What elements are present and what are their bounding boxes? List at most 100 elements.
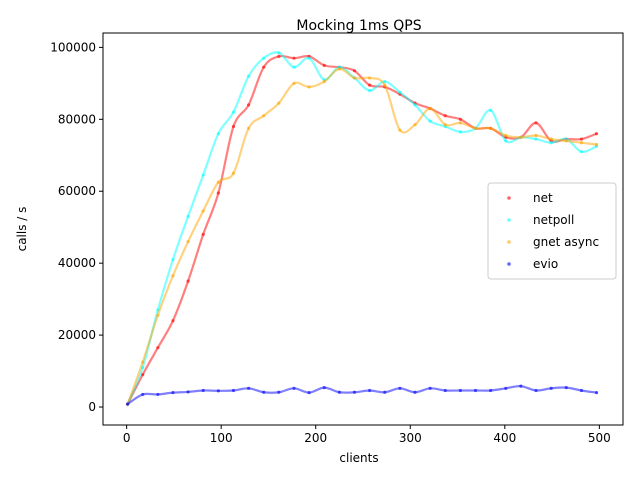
x-tick-label: 0 [123,431,131,445]
y-tick-label: 20000 [58,328,96,342]
data-point-evio [292,386,296,390]
x-axis-title: clients [339,451,378,465]
data-point-evio [383,390,387,394]
x-tick-label: 400 [493,431,516,445]
data-point-netpoll [231,110,236,114]
data-point-net [352,69,357,73]
data-point-netpoll [171,257,175,262]
data-point-gnet-async [519,135,523,139]
data-point-net [322,63,326,67]
data-point-evio [564,385,568,390]
data-point-gnet-async [277,101,281,105]
data-point-net [201,232,205,236]
y-tick-label: 60000 [58,184,96,198]
data-point-evio [247,386,251,390]
data-point-gnet-async [186,239,190,244]
data-point-evio [428,386,432,390]
data-point-netpoll [216,132,220,136]
data-point-evio [171,391,175,395]
data-point-net [594,132,599,136]
data-point-net [458,117,462,121]
data-point-net [292,56,296,60]
chart-title: Mocking 1ms QPS [296,18,421,34]
y-tick-label: 100000 [50,40,96,54]
data-point-net [368,83,372,87]
legend-label-gnet-async: gnet async [533,235,599,249]
legend-marker-evio [507,262,511,266]
data-point-gnet-async [443,123,447,127]
legend-marker-netpoll [507,218,511,222]
data-point-netpoll [398,90,402,94]
data-point-netpoll [292,65,296,69]
x-tick-label: 100 [210,431,233,445]
legend: net netpoll gnet async evio [487,182,617,280]
data-point-evio [549,386,553,390]
data-point-gnet-async [579,141,584,145]
data-point-evio [231,388,236,393]
data-point-evio [201,388,205,393]
data-point-net [262,65,266,69]
data-point-evio [534,388,538,393]
data-point-evio [337,390,341,394]
data-point-gnet-async [216,180,220,184]
data-point-evio [368,388,372,393]
y-axis-title: calls / s [15,207,29,252]
data-point-net [443,114,447,118]
data-point-evio [473,388,478,393]
data-point-evio [156,392,160,397]
data-point-gnet-async [458,121,462,125]
data-point-evio [458,388,462,393]
x-tick-label: 300 [399,431,422,445]
data-point-netpoll [413,103,417,107]
series-gnet-async [125,67,599,406]
data-point-net [277,54,281,58]
data-point-evio [352,390,357,394]
data-point-gnet-async [322,79,326,84]
data-point-evio [262,390,266,394]
data-point-net [156,346,160,350]
data-point-evio [579,388,584,393]
data-point-netpoll [201,173,205,177]
data-point-gnet-async [489,126,493,130]
data-point-netpoll [504,139,508,143]
data-point-netpoll [549,141,553,145]
data-point-netpoll [186,214,190,219]
data-point-gnet-async [504,133,508,138]
y-tick-label: 80000 [58,112,96,126]
data-point-net [186,279,190,283]
data-point-gnet-async [337,67,341,71]
data-point-evio [594,391,599,395]
data-point-evio [216,389,220,393]
data-point-gnet-async [201,209,205,213]
data-point-gnet-async [594,142,599,147]
data-point-gnet-async [398,128,402,132]
legend-box [487,182,617,280]
data-point-evio [322,385,326,390]
series-evio [125,384,599,406]
y-tick-label: 0 [88,400,96,414]
data-point-net [216,191,220,195]
axes-frame [102,32,624,426]
data-point-evio [504,386,508,390]
data-point-evio [277,390,281,394]
data-point-gnet-async [413,123,417,127]
data-point-evio [141,392,145,397]
x-tick-label: 500 [588,431,611,445]
data-point-netpoll [277,51,281,55]
data-point-evio [125,402,130,406]
legend-marker-gnet-async [507,240,511,244]
data-point-evio [398,386,402,390]
data-point-evio [307,391,311,395]
data-point-gnet-async [534,133,538,138]
data-point-netpoll [489,108,493,112]
data-point-netpoll [458,130,462,134]
x-tick-label: 200 [304,431,327,445]
data-point-net [534,121,538,125]
legend-label-net: net [533,191,553,205]
data-point-gnet-async [231,171,236,175]
y-axis: 0 20000 40000 60000 80000 100000 [50,40,103,414]
data-point-gnet-async [171,274,175,278]
data-point-net [171,319,175,323]
data-point-gnet-async [549,137,553,141]
